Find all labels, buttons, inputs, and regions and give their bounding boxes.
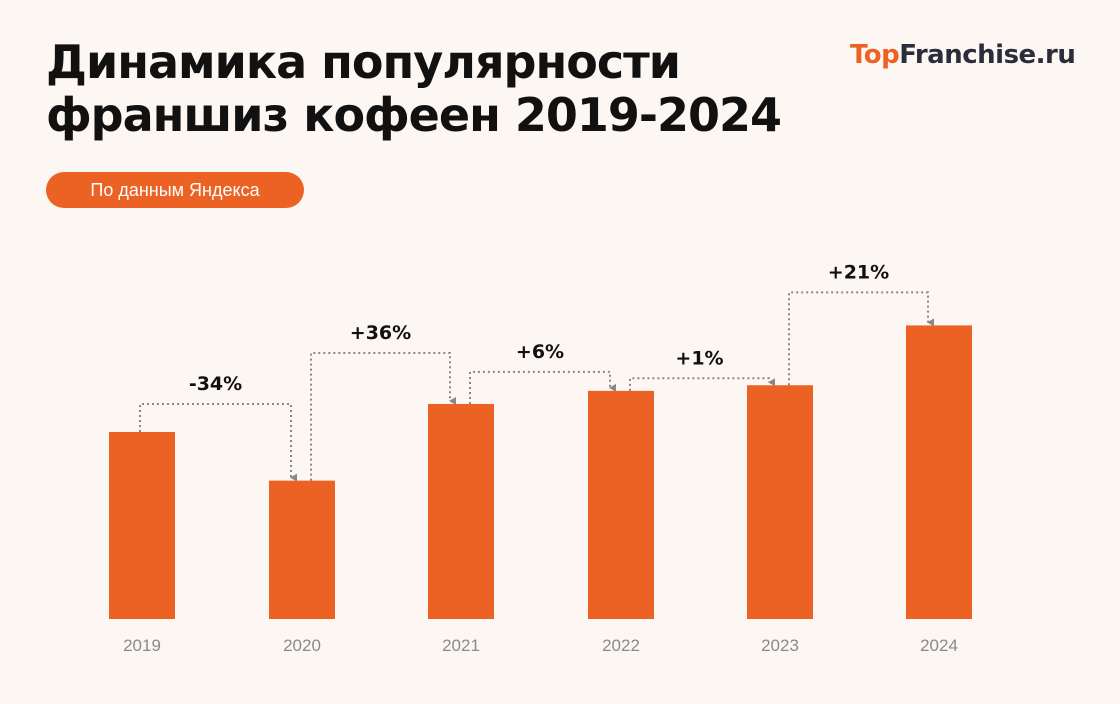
x-tick-label: 2021	[442, 636, 480, 655]
bar-2019	[109, 432, 175, 619]
source-badge: По данным Яндекса	[46, 172, 304, 208]
change-label: +21%	[828, 261, 889, 283]
change-label: +36%	[350, 322, 411, 344]
x-tick-label: 2020	[283, 636, 321, 655]
change-connector	[469, 370, 616, 404]
page-title: Динамика популярности франшиз кофеен 201…	[46, 35, 782, 142]
title-line-1: Динамика популярности	[46, 35, 681, 89]
change-connector	[788, 291, 934, 386]
bar-2022	[588, 390, 654, 619]
x-tick-label: 2019	[123, 636, 161, 655]
x-tick-label: 2022	[602, 636, 640, 655]
bar-2023	[747, 385, 813, 619]
change-connector	[139, 403, 297, 482]
change-connector	[310, 351, 456, 481]
change-label: +1%	[675, 347, 723, 369]
bar-2024	[906, 325, 972, 619]
topfranchise-logo: TopFranchise.ru	[850, 40, 1076, 70]
logo-part-1: Top	[850, 40, 900, 70]
title-line-2: франшиз кофеен 2019-2024	[46, 88, 782, 142]
bar-2021	[428, 403, 494, 619]
change-label: -34%	[189, 373, 242, 395]
x-tick-label: 2023	[761, 636, 799, 655]
logo-part-2: Franchise.ru	[899, 40, 1076, 70]
change-label: +6%	[516, 341, 564, 363]
x-tick-label: 2024	[920, 636, 958, 655]
change-connector	[629, 377, 775, 391]
bar-2020	[269, 480, 335, 619]
